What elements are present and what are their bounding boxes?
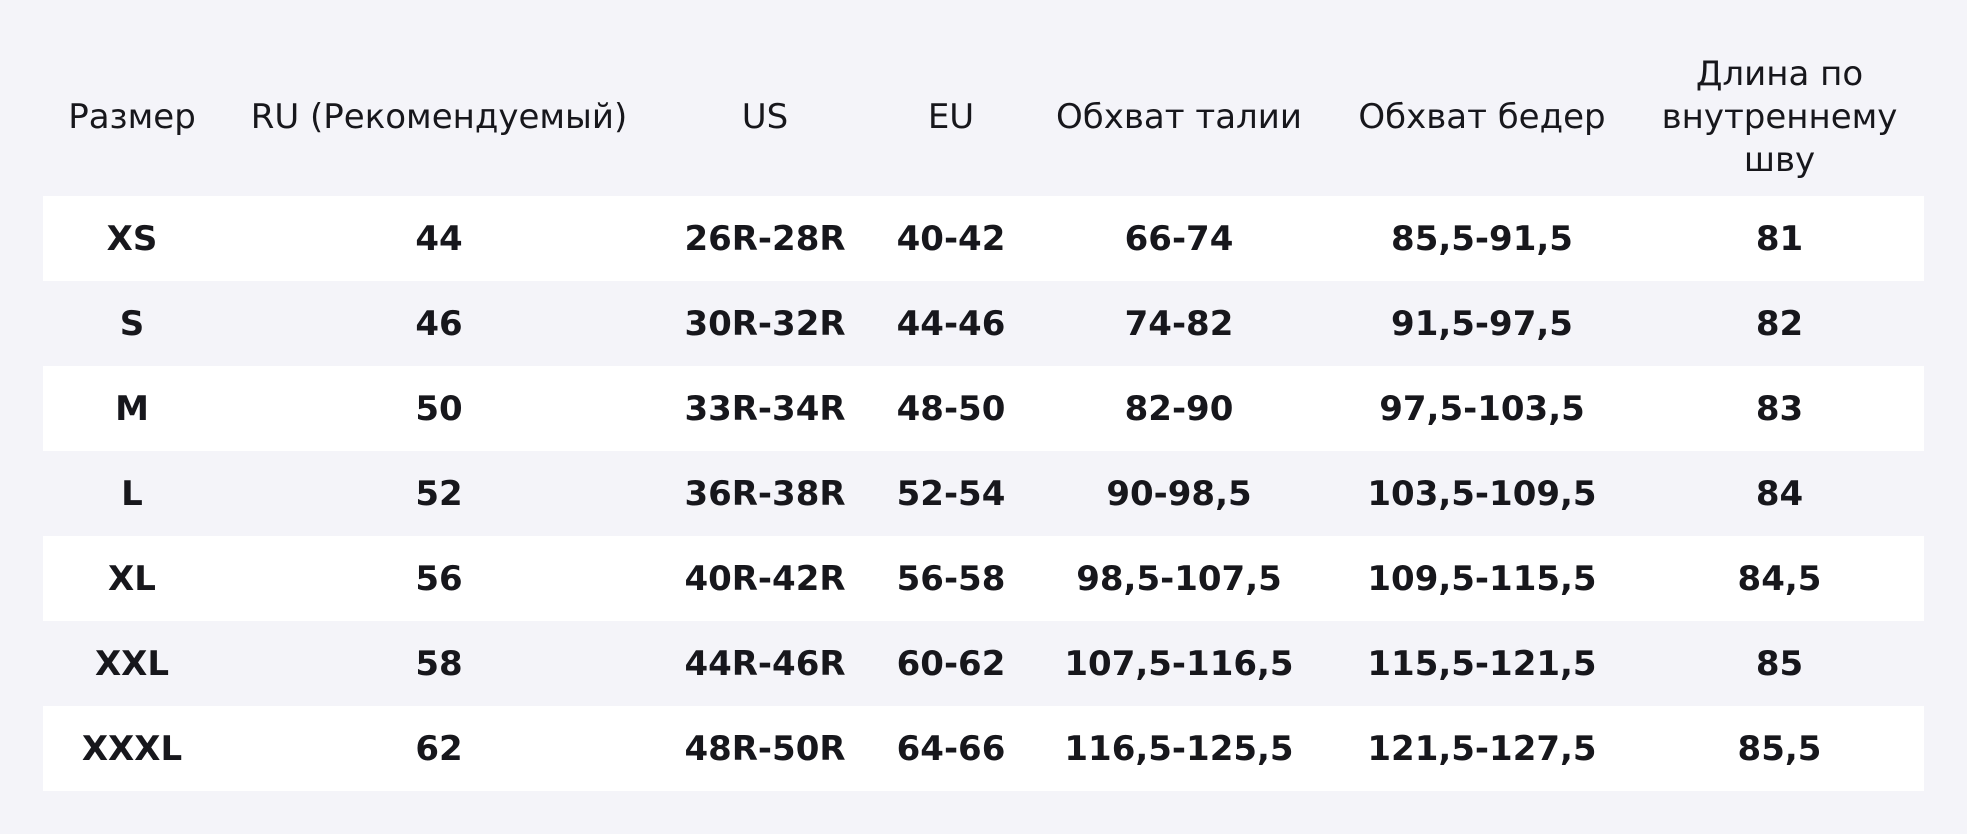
table-cell: XXXL: [43, 706, 221, 791]
table-cell: 98,5-107,5: [1029, 536, 1329, 621]
size-table-container: Размер RU (Рекомендуемый) US EU Обхват талии…: [43, 38, 1924, 791]
table-cell: 33R-34R: [657, 366, 873, 451]
column-header: Размер: [68, 96, 196, 137]
table-row: XL 56 40R-42R 56-58 98,5-107,5 109,5-115,5 84,…: [43, 536, 1924, 621]
table-cell: 62: [221, 706, 657, 791]
table-cell: 44R-46R: [657, 621, 873, 706]
table-cell: 66-74: [1029, 196, 1329, 281]
column-header: Длина по внутреннему шву: [1661, 53, 1898, 180]
table-cell: 44-46: [873, 281, 1029, 366]
column-header: EU: [927, 96, 975, 137]
table-cell: 85,5: [1635, 706, 1924, 791]
table-cell: 40R-42R: [657, 536, 873, 621]
table-cell: 107,5-116,5: [1029, 621, 1329, 706]
column-header: US: [741, 96, 789, 137]
table-cell: 56: [221, 536, 657, 621]
table-cell: XS: [43, 196, 221, 281]
table-cell: 115,5-121,5: [1329, 621, 1635, 706]
table-cell: XL: [43, 536, 221, 621]
table-row: XXL 58 44R-46R 60-62 107,5-116,5 115,5-121,5 8…: [43, 621, 1924, 706]
table-cell: XXL: [43, 621, 221, 706]
table-cell: 48-50: [873, 366, 1029, 451]
table-cell: 74-82: [1029, 281, 1329, 366]
table-cell: S: [43, 281, 221, 366]
table-cell: 50: [221, 366, 657, 451]
table-cell: 81: [1635, 196, 1924, 281]
table-cell: 82: [1635, 281, 1924, 366]
table-cell: 91,5-97,5: [1329, 281, 1635, 366]
table-cell: 103,5-109,5: [1329, 451, 1635, 536]
table-cell: 90-98,5: [1029, 451, 1329, 536]
table-cell: M: [43, 366, 221, 451]
table-cell: 97,5-103,5: [1329, 366, 1635, 451]
table-cell: 83: [1635, 366, 1924, 451]
table-cell: 26R-28R: [657, 196, 873, 281]
table-cell: 36R-38R: [657, 451, 873, 536]
table-cell: 58: [221, 621, 657, 706]
table-row: M 50 33R-34R 48-50 82-90 97,5-103,5 83: [43, 366, 1924, 451]
table-cell: 84: [1635, 451, 1924, 536]
table-body: XS 44 26R-28R 40-42 66-74 85,5-91,5 81 S 46 30R-3…: [43, 196, 1924, 791]
table-cell: 48R-50R: [657, 706, 873, 791]
table-cell: 44: [221, 196, 657, 281]
table-cell: 64-66: [873, 706, 1029, 791]
table-cell: 56-58: [873, 536, 1029, 621]
table-cell: 52: [221, 451, 657, 536]
table-row: L 52 36R-38R 52-54 90-98,5 103,5-109,5 84: [43, 451, 1924, 536]
table-cell: 82-90: [1029, 366, 1329, 451]
table-cell: 40-42: [873, 196, 1029, 281]
table-cell: 85: [1635, 621, 1924, 706]
column-header: RU (Рекомендуемый): [250, 96, 628, 137]
table-cell: 52-54: [873, 451, 1029, 536]
table-cell: 84,5: [1635, 536, 1924, 621]
table-cell: 121,5-127,5: [1329, 706, 1635, 791]
table-cell: L: [43, 451, 221, 536]
table-cell: 60-62: [873, 621, 1029, 706]
table-cell: 46: [221, 281, 657, 366]
column-header: Обхват бедер: [1358, 96, 1606, 137]
size-table: Размер RU (Рекомендуемый) US EU Обхват талии…: [43, 38, 1924, 791]
table-cell: 85,5-91,5: [1329, 196, 1635, 281]
table-cell: 116,5-125,5: [1029, 706, 1329, 791]
column-header: Обхват талии: [1056, 96, 1302, 137]
table-cell: 30R-32R: [657, 281, 873, 366]
table-cell: 109,5-115,5: [1329, 536, 1635, 621]
table-row: XXXL 62 48R-50R 64-66 116,5-125,5 121,5-127,5…: [43, 706, 1924, 791]
header-row: Размер RU (Рекомендуемый) US EU Обхват талии…: [43, 38, 1924, 196]
table-row: S 46 30R-32R 44-46 74-82 91,5-97,5 82: [43, 281, 1924, 366]
table-row: XS 44 26R-28R 40-42 66-74 85,5-91,5 81: [43, 196, 1924, 281]
